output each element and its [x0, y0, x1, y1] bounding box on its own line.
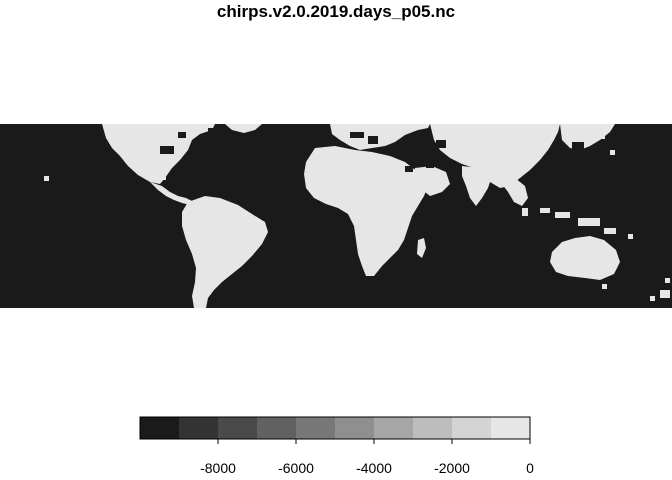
island	[522, 208, 528, 216]
inland-water-cell	[208, 128, 214, 134]
legend-swatch	[491, 417, 531, 439]
island	[578, 218, 600, 226]
island	[140, 124, 148, 128]
island	[610, 150, 615, 155]
asia-landmass	[430, 124, 560, 188]
inland-water	[160, 128, 596, 190]
island	[665, 278, 670, 283]
europe-landmass	[330, 124, 430, 150]
legend-swatch	[335, 417, 375, 439]
inland-water-cell	[392, 150, 406, 156]
legend-swatch	[413, 417, 453, 439]
island	[600, 134, 605, 139]
madagascar-landmass	[417, 238, 426, 258]
arabia-landmass	[414, 166, 450, 196]
legend-swatch	[257, 417, 297, 439]
inland-water-cell	[368, 136, 378, 144]
legend-swatches	[140, 417, 531, 439]
legend-swatch	[140, 417, 180, 439]
inland-water-cell	[178, 132, 186, 138]
legend-frame	[139, 416, 531, 440]
greenland-landmass	[225, 124, 262, 133]
inland-water-cell	[526, 184, 534, 190]
island	[156, 176, 166, 180]
island	[604, 228, 616, 234]
legend-swatch	[296, 417, 336, 439]
legend-swatch	[179, 417, 219, 439]
central-america-landmass	[150, 182, 192, 205]
legend-tick-label: 0	[526, 460, 534, 476]
island	[540, 208, 550, 213]
inland-water-cell	[405, 166, 413, 172]
island	[628, 234, 633, 239]
inland-water-cell	[160, 146, 174, 154]
legend-tick-label: -6000	[278, 460, 314, 476]
island	[650, 296, 655, 301]
inland-water-cell	[590, 150, 596, 156]
island	[555, 212, 570, 218]
legend-swatch	[218, 417, 258, 439]
land-masses	[44, 124, 670, 308]
legend-tick-label: -8000	[200, 460, 236, 476]
inland-water-cell	[572, 142, 584, 150]
south-america-landmass	[182, 196, 268, 308]
north-america-landmass	[102, 124, 215, 184]
inland-water-cell	[426, 160, 434, 168]
legend-ticks	[217, 439, 531, 444]
island	[602, 284, 607, 289]
india-landmass	[462, 166, 492, 206]
legend-tick-label: -4000	[356, 460, 392, 476]
inland-water-cell	[350, 132, 364, 138]
island	[44, 176, 49, 181]
legend-swatch	[374, 417, 414, 439]
legend-tick-label: -2000	[434, 460, 470, 476]
island	[660, 290, 670, 298]
inland-water-cell	[436, 140, 446, 148]
africa-landmass	[304, 146, 428, 276]
southeast-asia-landmass	[500, 176, 528, 206]
australia-landmass	[550, 236, 620, 280]
plot-title: chirps.v2.0.2019.days_p05.nc	[216, 2, 456, 21]
inland-water-cell	[186, 172, 192, 178]
legend-swatch	[452, 417, 492, 439]
